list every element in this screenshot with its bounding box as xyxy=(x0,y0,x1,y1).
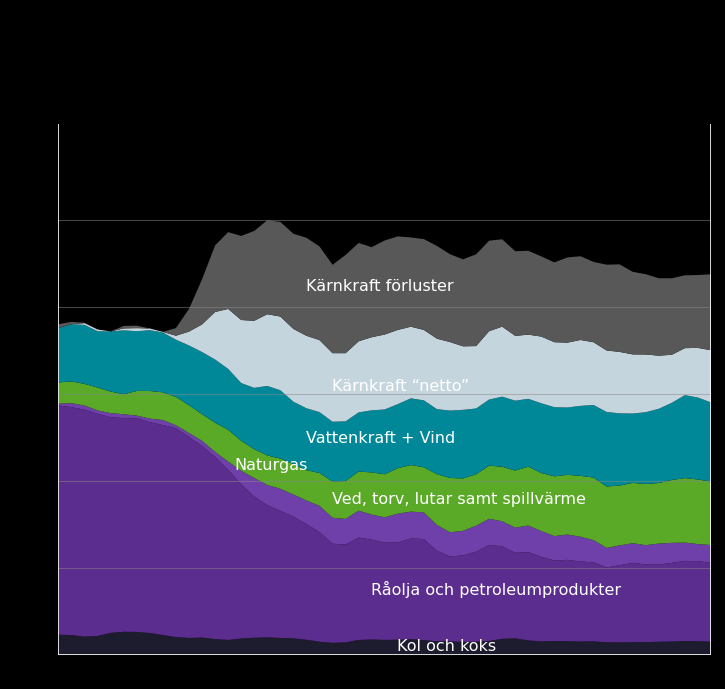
Text: Råolja och petroleumprodukter: Råolja och petroleumprodukter xyxy=(371,581,621,597)
Text: Naturgas: Naturgas xyxy=(234,457,307,473)
Text: Vattenkraft + Vind: Vattenkraft + Vind xyxy=(306,431,455,446)
Text: Kol och koks: Kol och koks xyxy=(397,639,497,655)
Text: Kärnkraft “netto”: Kärnkraft “netto” xyxy=(332,380,469,395)
Text: Ved, torv, lutar samt spillvärme: Ved, torv, lutar samt spillvärme xyxy=(332,492,586,506)
Text: Kärnkraft förluster: Kärnkraft förluster xyxy=(306,279,454,294)
